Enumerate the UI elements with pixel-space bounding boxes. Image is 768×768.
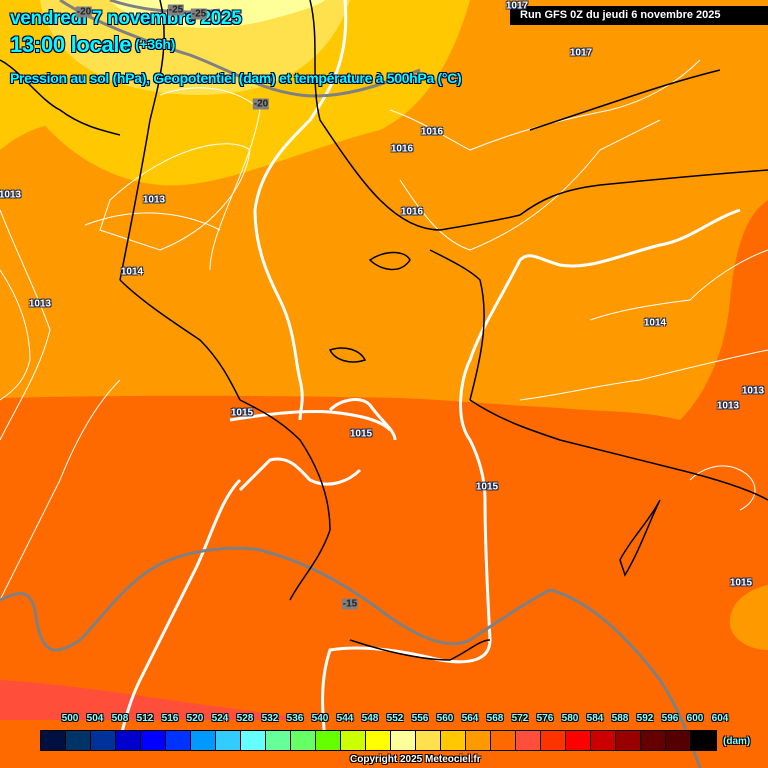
legend-tick-label: 564: [461, 713, 479, 724]
legend-swatch: [441, 731, 466, 750]
legend-swatch: [491, 731, 516, 750]
isotherm-label: -25: [190, 8, 208, 20]
legend-swatch: [616, 731, 641, 750]
legend-tick-label: 508: [111, 713, 129, 724]
legend-tick-label: 540: [311, 713, 329, 724]
isobar-label: 1016: [420, 126, 444, 138]
legend-tick-label: 568: [486, 713, 504, 724]
legend-swatch: [391, 731, 416, 750]
legend-swatch: [691, 731, 716, 750]
legend-tick-label: 516: [161, 713, 179, 724]
legend-tick-label: 528: [236, 713, 254, 724]
legend-color-bar: [40, 730, 717, 751]
isobar-label: 1017: [569, 47, 593, 59]
band-556: [40, 0, 350, 95]
isotherm-label: -15: [341, 598, 359, 610]
legend-tick-label: 504: [86, 713, 104, 724]
legend-swatch: [591, 731, 616, 750]
isotherms: [0, 0, 702, 768]
legend-tick-label: 536: [286, 713, 304, 724]
legend-tick-label: 584: [586, 713, 604, 724]
legend-tick-label: 576: [536, 713, 554, 724]
legend-tick-label: 604: [711, 713, 729, 724]
isobar-label: 1013: [0, 189, 22, 201]
legend-swatch: [116, 731, 141, 750]
legend-tick-label: 500: [61, 713, 79, 724]
copyright-text: Copyright 2025 Meteociel.fr: [350, 754, 481, 765]
legend-swatch: [141, 731, 166, 750]
legend-swatch: [541, 731, 566, 750]
geopotential-legend: 500 504 508 512 516 520 524 528 532 536 540 544 548 5…: [40, 713, 760, 753]
band-564-east: [729, 585, 768, 650]
legend-tick-label: 580: [561, 713, 579, 724]
legend-tick-label: 600: [686, 713, 704, 724]
legend-swatch: [566, 731, 591, 750]
legend-swatch: [366, 731, 391, 750]
legend-tick-label: 560: [436, 713, 454, 724]
isobar-label: 1014: [643, 317, 667, 329]
legend-swatch: [316, 731, 341, 750]
legend-swatch: [216, 731, 241, 750]
isobar-label: 1015: [475, 481, 499, 493]
legend-swatch: [466, 731, 491, 750]
isobar-label: 1013: [28, 298, 52, 310]
run-info-box: Run GFS 0Z du jeudi 6 novembre 2025: [510, 6, 768, 25]
legend-tick-label: 592: [636, 713, 654, 724]
isobar-label: 1017: [505, 0, 529, 12]
legend-swatch: [166, 731, 191, 750]
isotherm-label: -20: [252, 98, 270, 110]
forecast-time: 13:00 locale (+36h): [10, 32, 175, 58]
isobars-thin: [0, 59, 768, 601]
isobar-label: 1015: [349, 428, 373, 440]
band-572: [0, 680, 310, 720]
legend-swatch: [266, 731, 291, 750]
legend-swatch: [416, 731, 441, 750]
legend-tick-label: 544: [336, 713, 354, 724]
isobar-label: 1013: [716, 400, 740, 412]
isobars-thick: [118, 0, 741, 741]
legend-swatch: [66, 731, 91, 750]
legend-swatch: [341, 731, 366, 750]
legend-unit: (dam): [723, 736, 751, 747]
legend-swatch: [291, 731, 316, 750]
isotherm-label: -25: [167, 4, 185, 16]
isobar-label: 1016: [400, 206, 424, 218]
legend-tick-label: 512: [136, 713, 154, 724]
legend-tick-label: 596: [661, 713, 679, 724]
isobar-label: 1014: [120, 266, 144, 278]
legend-tick-label: 552: [386, 713, 404, 724]
legend-swatch: [91, 731, 116, 750]
legend-swatch: [191, 731, 216, 750]
map-subtitle: Pression au sol (hPa), Geopotentiel (dam…: [10, 70, 462, 86]
legend-swatch: [641, 731, 666, 750]
legend-tick-label: 548: [361, 713, 379, 724]
isotherm-label: -20: [75, 6, 93, 18]
lead-time: (+36h): [135, 36, 175, 52]
isobar-label: 1016: [390, 143, 414, 155]
legend-swatch: [666, 731, 691, 750]
isobar-label: 1013: [741, 385, 765, 397]
legend-tick-label: 588: [611, 713, 629, 724]
forecast-local-time: 13:00 locale: [10, 32, 132, 57]
legend-swatch: [41, 731, 66, 750]
legend-tick-label: 572: [511, 713, 529, 724]
legend-tick-label: 524: [211, 713, 229, 724]
isobar-label: 1015: [729, 577, 753, 589]
legend-tick-label: 532: [261, 713, 279, 724]
legend-tick-label: 520: [186, 713, 204, 724]
coastlines: [0, 0, 768, 661]
legend-swatch: [516, 731, 541, 750]
legend-tick-label: 556: [411, 713, 429, 724]
legend-swatch: [241, 731, 266, 750]
isobar-label: 1015: [230, 407, 254, 419]
isobar-label: 1013: [142, 194, 166, 206]
